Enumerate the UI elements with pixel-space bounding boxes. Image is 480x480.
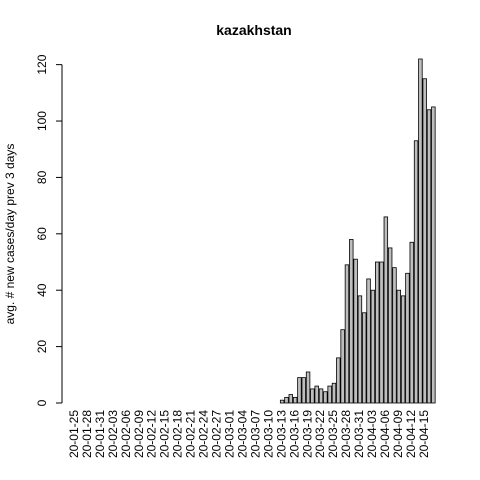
y-tick-label: 120: [35, 54, 49, 74]
x-tick-label: 20-02-27: [210, 410, 224, 458]
bar: [379, 261, 384, 404]
bar: [288, 394, 293, 404]
bar: [323, 391, 328, 404]
bar: [318, 388, 324, 404]
bar: [405, 272, 410, 404]
y-tick-label: 100: [35, 111, 49, 131]
bar: [422, 78, 427, 404]
bar: [349, 239, 354, 404]
y-axis-label: avg. # new cases/day prev 3 days: [3, 144, 17, 325]
x-tick-label: 20-02-06: [119, 410, 133, 458]
x-tick-label: 20-02-12: [145, 410, 159, 458]
x-tick-label: 20-03-28: [339, 410, 353, 458]
x-tick-label: 20-03-25: [326, 410, 340, 458]
bar: [426, 109, 432, 404]
bar: [292, 396, 298, 404]
y-tick-label: 60: [35, 227, 49, 241]
bar: [331, 382, 337, 404]
x-tick-label: 20-03-22: [313, 410, 327, 458]
x-tick-label: 20-03-07: [248, 410, 262, 458]
bar: [418, 58, 423, 404]
x-tick-label: 20-04-06: [378, 410, 392, 458]
x-tick-label: 20-02-09: [132, 410, 146, 458]
bar: [366, 278, 371, 404]
bar: [413, 140, 419, 404]
bar: [336, 357, 341, 404]
y-tick-label: 40: [35, 283, 49, 297]
x-tick-label: 20-03-13: [274, 410, 288, 458]
x-tick-label: 20-02-03: [106, 410, 120, 458]
bar: [396, 289, 401, 404]
x-tick-label: 20-03-10: [261, 410, 275, 458]
x-tick-label: 20-04-15: [417, 410, 431, 458]
bar: [409, 241, 414, 404]
bar: [387, 247, 393, 404]
y-tick-label: 20: [35, 340, 49, 354]
bar: [327, 385, 332, 404]
x-tick-label: 20-03-16: [287, 410, 301, 458]
x-tick-label: 20-04-09: [391, 410, 405, 458]
bar: [353, 258, 358, 404]
bar: [340, 329, 345, 404]
x-tick-label: 20-04-03: [365, 410, 379, 458]
x-tick-label: 20-02-24: [197, 410, 211, 458]
x-tick-label: 20-04-12: [404, 410, 418, 458]
bar: [374, 261, 380, 404]
bar: [279, 399, 285, 404]
bar: [431, 106, 436, 404]
bar: [314, 385, 319, 404]
chart-title: kazakhstan: [216, 22, 291, 38]
y-tick-label: 80: [35, 170, 49, 184]
bar: [357, 295, 363, 404]
bar: [370, 289, 376, 404]
y-tick-label: 0: [35, 399, 49, 406]
x-tick-label: 20-03-19: [300, 410, 314, 458]
x-tick-label: 20-01-28: [80, 410, 94, 458]
x-tick-label: 20-01-31: [93, 410, 107, 458]
bar: [297, 377, 302, 404]
bar: [305, 371, 311, 404]
bar: [301, 377, 306, 404]
bar: [392, 267, 397, 404]
bar: [344, 264, 350, 404]
x-tick-label: 20-02-15: [158, 410, 172, 458]
x-tick-label: 20-01-25: [67, 410, 81, 458]
x-tick-label: 20-03-01: [222, 410, 236, 458]
bar: [400, 295, 406, 404]
x-tick-label: 20-02-21: [184, 410, 198, 458]
x-tick-label: 20-02-18: [171, 410, 185, 458]
bar: [310, 388, 315, 404]
bar: [383, 216, 389, 404]
bar: [362, 312, 367, 404]
bar: [284, 396, 289, 404]
x-tick-label: 20-03-04: [235, 410, 249, 458]
x-tick-label: 20-03-31: [352, 410, 366, 458]
